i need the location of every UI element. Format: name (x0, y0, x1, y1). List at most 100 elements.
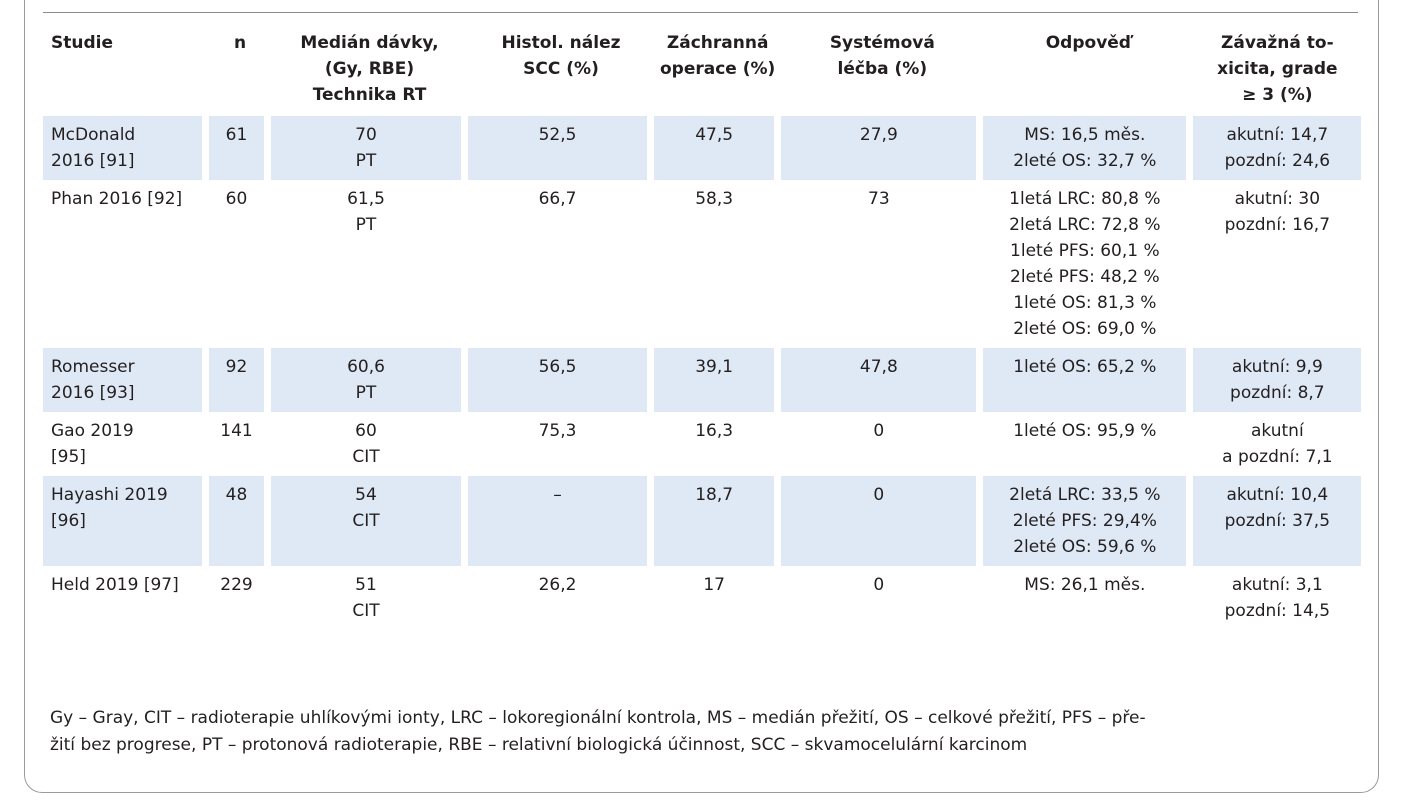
cell-toxicity: akutní: 14,7 pozdní: 24,6 (1193, 116, 1362, 180)
cell-value: 47,5 (695, 125, 734, 145)
cell-surgery: 58,3 (654, 180, 782, 348)
cell-study: Held 2019 [97] (43, 566, 209, 630)
cell-line: Phan 2016 [92] (51, 189, 183, 209)
cell-line: 51 (355, 575, 377, 595)
cell-line: CIT (352, 511, 380, 531)
cell-value: 48 (225, 485, 248, 505)
cell-scc: 56,5 (468, 348, 654, 412)
cell-line: Romesser (51, 357, 135, 377)
cell-line: Held 2019 [97] (51, 575, 179, 595)
cell-line: [96] (51, 511, 86, 531)
cell-line: akutní: 10,4 (1226, 485, 1329, 505)
cell-dose: 60 CIT (271, 412, 468, 476)
cell-value: – (553, 485, 562, 505)
cell-line: 2leté OS: 59,6 % (1013, 537, 1157, 557)
header-line: Technika RT (312, 85, 427, 105)
cell-study: McDonald 2016 [91] (43, 116, 209, 180)
cell-value: 73 (868, 189, 890, 209)
table-row: Held 2019 [97] 229 51 CIT 26,2 17 0 MS: 26,1 mě… (43, 566, 1361, 630)
cell-line: 1leté OS: 81,3 % (1013, 293, 1157, 313)
cell-line: 54 (355, 485, 377, 505)
table-row: McDonald 2016 [91] 61 70 PT 52,5 47,5 27,9 MS: 1… (43, 116, 1362, 180)
header-n: n (209, 30, 271, 116)
cell-value: 26,2 (538, 575, 577, 595)
cell-value: 47,8 (859, 357, 898, 377)
header-line: Histol. nález (501, 33, 621, 53)
cell-value: 229 (220, 575, 253, 595)
header-systemic: Systémová léčba (%) (781, 30, 983, 116)
cell-response: MS: 16,5 měs. 2leté OS: 32,7 % (983, 116, 1194, 180)
cell-line: MS: 16,5 měs. (1024, 125, 1146, 145)
cell-dose: 60,6 PT (271, 348, 468, 412)
cell-response: 1leté OS: 65,2 % (983, 348, 1194, 412)
cell-n: 141 (209, 412, 271, 476)
cell-dose: 61,5 PT (271, 180, 468, 348)
cell-value: 27,9 (859, 125, 898, 145)
header-line: Studie (51, 33, 113, 53)
cell-n: 48 (209, 476, 271, 566)
cell-systemic: 0 (781, 476, 984, 566)
header-row: Studie n Medián dávky, (Gy, RBE) Technika RT… (43, 30, 1361, 116)
cell-value: 0 (873, 485, 885, 505)
cell-value: 58,3 (695, 189, 734, 209)
cell-systemic: 47,8 (781, 348, 984, 412)
cell-line: pozdní: 8,7 (1230, 383, 1325, 403)
cell-scc: 66,7 (468, 180, 654, 348)
cell-scc: – (468, 476, 654, 566)
cell-line: 2leté OS: 69,0 % (1013, 319, 1157, 339)
cell-n: 92 (209, 348, 271, 412)
cell-value: 16,3 (695, 421, 734, 441)
cell-toxicity: akutní: 9,9 pozdní: 8,7 (1193, 348, 1362, 412)
cell-line: pozdní: 16,7 (1224, 215, 1331, 235)
cell-line: McDonald (51, 125, 136, 145)
cell-scc: 26,2 (468, 566, 654, 630)
cell-dose: 51 CIT (271, 566, 468, 630)
cell-line: 1leté OS: 95,9 % (1013, 421, 1157, 441)
cell-toxicity: akutní: 10,4 pozdní: 37,5 (1193, 476, 1362, 566)
cell-response: MS: 26,1 měs. (983, 566, 1194, 630)
cell-n: 60 (209, 180, 271, 348)
header-response: Odpověď (983, 30, 1193, 116)
footnote-line: žití bez progrese, PT – protonová radiot… (50, 735, 1028, 755)
cell-toxicity: akutní: 30 pozdní: 16,7 (1193, 180, 1361, 348)
cell-value: 39,1 (695, 357, 734, 377)
header-line: Systémová (829, 33, 935, 53)
cell-surgery: 16,3 (654, 412, 782, 476)
header-line: operace (%) (660, 59, 776, 79)
cell-line: 61,5 (347, 189, 385, 209)
cell-surgery: 17 (654, 566, 782, 630)
cell-line: 2016 [91] (51, 151, 135, 171)
cell-value: 52,5 (538, 125, 577, 145)
cell-toxicity: akutní: 3,1 pozdní: 14,5 (1193, 566, 1361, 630)
table-row: Gao 2019 [95] 141 60 CIT 75,3 16,3 0 1leté OS: 9… (43, 412, 1361, 476)
header-line: Závažná to- (1221, 33, 1334, 53)
header-line: ≥ 3 (%) (1242, 85, 1313, 105)
cell-n: 229 (209, 566, 271, 630)
cell-toxicity: akutní a pozdní: 7,1 (1193, 412, 1361, 476)
cell-value: 17 (703, 575, 725, 595)
header-line: Záchranná (666, 33, 769, 53)
header-line: n (233, 33, 247, 53)
cell-study: Hayashi 2019 [96] (43, 476, 209, 566)
cell-line: Hayashi 2019 (51, 485, 168, 505)
cell-value: 0 (873, 575, 885, 595)
cell-value: 61 (225, 125, 248, 145)
results-table: Studie n Medián dávky, (Gy, RBE) Technika RT… (43, 30, 1362, 630)
cell-response: 2letá LRC: 33,5 % 2leté PFS: 29,4% 2leté O… (983, 476, 1194, 566)
cell-line: 1leté PFS: 60,1 % (1010, 241, 1160, 261)
cell-line: MS: 26,1 měs. (1024, 575, 1146, 595)
cell-line: 2leté PFS: 29,4% (1012, 511, 1157, 531)
cell-line: akutní: 14,7 (1226, 125, 1329, 145)
cell-line: PT (355, 383, 377, 403)
cell-line: Gao 2019 (51, 421, 134, 441)
cell-line: akutní: 30 (1234, 189, 1321, 209)
cell-line: 60 (355, 421, 377, 441)
cell-n: 61 (209, 116, 271, 180)
cell-line: PT (355, 151, 377, 171)
header-surgery: Záchranná operace (%) (654, 30, 781, 116)
cell-study: Romesser 2016 [93] (43, 348, 209, 412)
header-line: Odpověď (1045, 33, 1131, 53)
cell-line: 2leté PFS: 48,2 % (1010, 267, 1160, 287)
cell-surgery: 18,7 (654, 476, 782, 566)
cell-value: 66,7 (538, 189, 577, 209)
